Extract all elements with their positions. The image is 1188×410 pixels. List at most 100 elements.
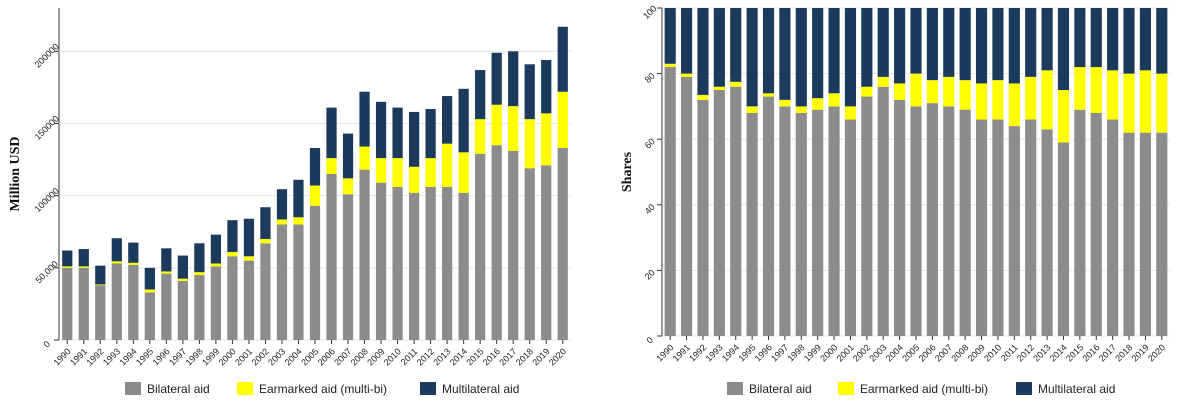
bar-multilateral-aid-2019 [1139,8,1151,71]
x-tick-label: 1995 [736,342,757,363]
bar-earmarked-aid-multi-bi-2000 [227,251,238,257]
bar-multilateral-aid-2009 [975,8,988,84]
bar-multilateral-aid-2012 [425,109,436,159]
bar-bilateral-aid-2008 [359,169,370,340]
y-axis-title: Million USD [8,136,23,211]
legend-label: Bilateral aid [147,382,210,396]
bar-earmarked-aid-multi-bi-2000 [828,93,840,107]
bar-bilateral-aid-2017 [1107,119,1119,337]
bar-multilateral-aid-2005 [309,148,321,186]
bar-multilateral-aid-1995 [746,8,758,107]
bar-bilateral-aid-2013 [1041,129,1053,336]
x-tick-label: 2010 [382,346,403,367]
bar-bilateral-aid-2018 [1123,132,1135,336]
x-tick-label: 2005 [900,342,921,363]
x-tick-label: 2009 [365,346,386,367]
bar-bilateral-aid-2002 [260,243,271,340]
bar-bilateral-aid-2011 [408,192,420,340]
bar-earmarked-aid-multi-bi-2006 [326,158,337,174]
bar-earmarked-aid-multi-bi-2020 [557,91,568,149]
bar-multilateral-aid-2020 [1156,8,1168,74]
bar-earmarked-aid-multi-bi-2018 [524,119,535,169]
y-tick-label: 40 [643,202,657,216]
bar-bilateral-aid-1996 [762,96,775,336]
bar-earmarked-aid-multi-bi-2013 [1041,70,1053,130]
y-tick-label: 200000 [33,41,61,69]
bar-earmarked-aid-multi-bi-1992 [95,284,106,286]
x-tick-label: 1992 [84,346,105,367]
bar-bilateral-aid-1997 [177,280,188,340]
bar-bilateral-aid-1992 [95,285,106,340]
bar-multilateral-aid-1992 [95,265,106,285]
x-tick-label: 2011 [399,346,420,367]
bar-bilateral-aid-1999 [210,266,222,340]
bar-bilateral-aid-2003 [877,86,889,336]
bar-multilateral-aid-1992 [697,8,709,95]
x-tick-label: 2019 [1130,342,1151,363]
bar-bilateral-aid-1995 [144,292,155,340]
bar-multilateral-aid-2010 [992,8,1004,81]
bar-multilateral-aid-2013 [1041,8,1053,71]
bar-bilateral-aid-1994 [730,86,742,336]
y-tick-label: 50,000 [33,259,60,286]
bar-multilateral-aid-1995 [144,267,155,290]
bar-earmarked-aid-multi-bi-2019 [1139,70,1151,133]
x-tick-label: 2011 [999,342,1020,363]
bar-bilateral-aid-2016 [1090,112,1102,337]
x-tick-label: 2017 [497,346,518,367]
bar-earmarked-aid-multi-bi-2001 [844,106,857,120]
bar-earmarked-aid-multi-bi-2020 [1156,73,1168,133]
bar-bilateral-aid-2007 [342,194,354,340]
legend-swatch [1016,382,1032,395]
bar-multilateral-aid-2011 [408,111,420,167]
bar-earmarked-aid-multi-bi-1999 [210,263,222,267]
bar-multilateral-aid-2009 [375,101,387,159]
bar-earmarked-aid-multi-bi-2001 [243,256,255,261]
bar-multilateral-aid-2004 [293,179,304,218]
x-tick-label: 2020 [547,346,568,367]
x-tick-label: 2000 [217,346,238,367]
bar-bilateral-aid-2014 [1057,142,1070,336]
x-tick-label: 2012 [415,346,436,367]
bar-multilateral-aid-1991 [681,8,693,74]
legend-label: Bilateral aid [749,382,812,396]
x-tick-label: 2013 [431,346,452,367]
bar-bilateral-aid-1996 [161,273,172,340]
bar-multilateral-aid-2001 [844,8,857,107]
bar-earmarked-aid-multi-bi-1996 [762,93,775,97]
bar-multilateral-aid-1996 [161,248,172,272]
x-tick-label: 2009 [966,342,987,363]
chart-1: 0 50,000 100000 150000 200000 Million USD 1990… [8,8,571,396]
bar-earmarked-aid-multi-bi-1991 [78,266,89,268]
bar-bilateral-aid-2006 [326,174,337,340]
bar-multilateral-aid-1998 [194,243,205,273]
bar-multilateral-aid-1999 [812,8,824,99]
bar-multilateral-aid-1991 [78,249,89,267]
x-tick-label: 1994 [720,342,741,363]
bar-multilateral-aid-2003 [877,8,889,77]
bar-bilateral-aid-2006 [926,103,938,337]
bar-multilateral-aid-2020 [557,26,568,92]
bar-bilateral-aid-1990 [664,67,676,336]
bar-bilateral-aid-2009 [975,119,988,337]
bar-earmarked-aid-multi-bi-2014 [1057,90,1070,143]
bar-earmarked-aid-multi-bi-1990 [664,63,676,68]
x-tick-label: 2015 [464,346,485,367]
x-tick-label: 2013 [1031,342,1052,363]
bar-bilateral-aid-2002 [861,96,873,336]
bar-bilateral-aid-2012 [1025,119,1037,337]
bar-multilateral-aid-1994 [730,8,742,82]
bar-multilateral-aid-2013 [442,96,453,144]
bar-multilateral-aid-2006 [926,8,938,81]
x-tick-label: 2019 [530,346,551,367]
bar-earmarked-aid-multi-bi-1994 [128,262,139,265]
x-tick-label: 2014 [1048,342,1069,363]
bar-earmarked-aid-multi-bi-2015 [1074,67,1086,110]
bar-bilateral-aid-1993 [713,90,725,336]
bar-multilateral-aid-2007 [943,8,955,77]
bar-multilateral-aid-2016 [491,52,502,105]
bar-earmarked-aid-multi-bi-2014 [458,152,469,193]
x-tick-label: 2012 [1015,342,1036,363]
x-tick-label: 2017 [1097,342,1118,363]
